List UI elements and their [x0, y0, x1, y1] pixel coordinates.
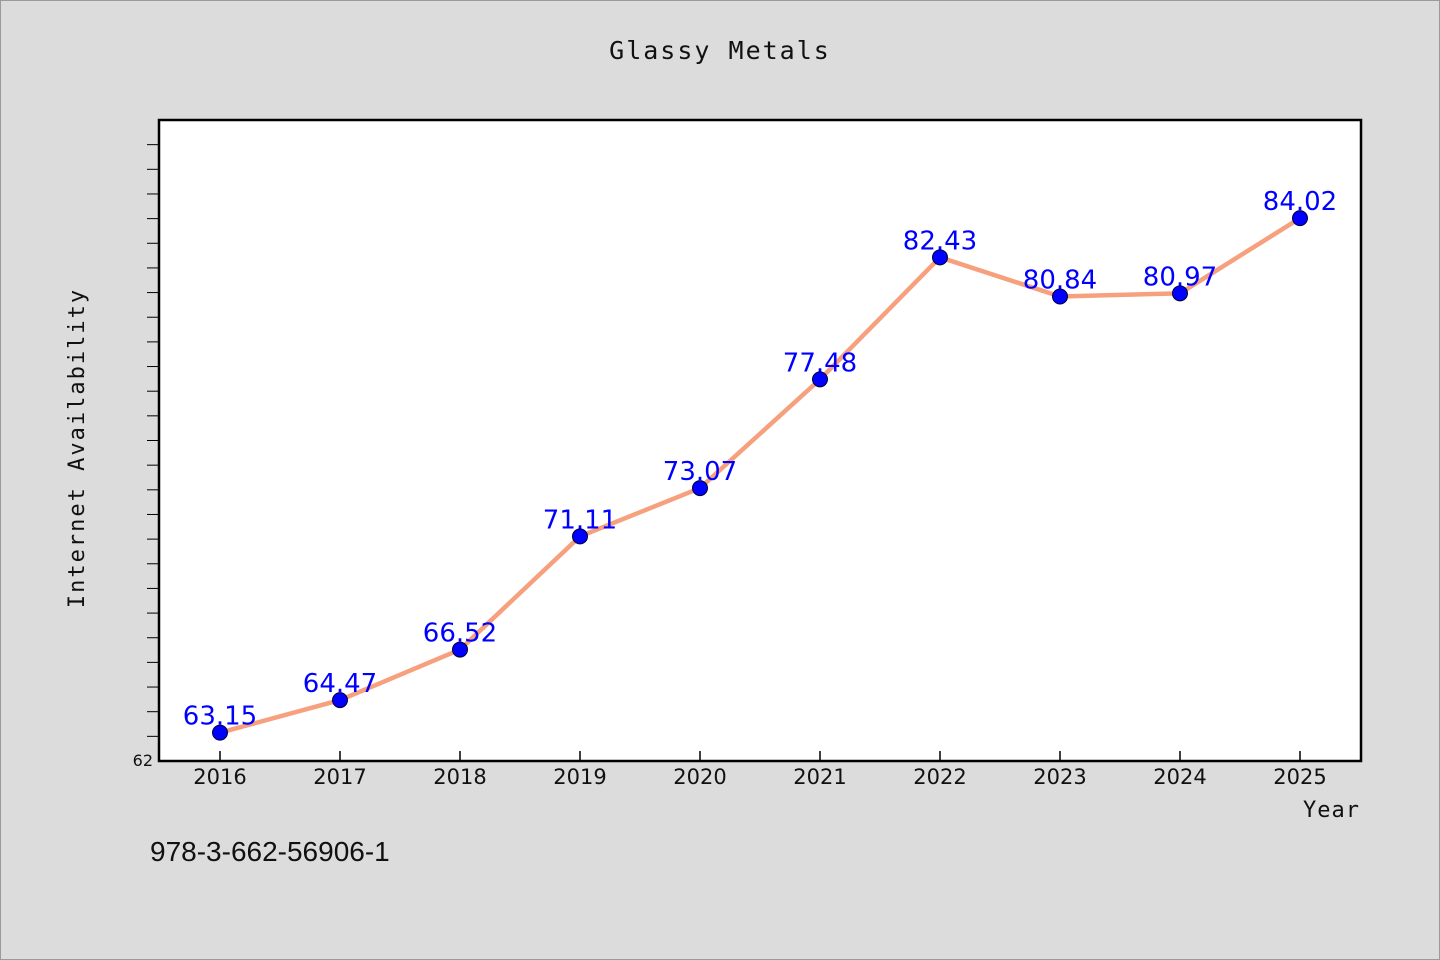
- x-axis-ticks: 2016 2017 2018 2019 2020 2021 2022 2023 2024 2025: [193, 751, 1327, 789]
- x-tick-label: 2022: [913, 765, 966, 789]
- data-label: 80.97: [1143, 262, 1217, 292]
- x-tick-label: 2021: [793, 765, 846, 789]
- data-label: 80.84: [1023, 266, 1097, 296]
- x-axis-label: Year: [1303, 798, 1360, 823]
- data-label: 77.48: [783, 348, 857, 378]
- x-tick-label: 2023: [1033, 765, 1086, 789]
- data-point: [572, 528, 588, 545]
- plot-area: [157, 118, 1363, 763]
- data-point: [932, 249, 948, 266]
- data-point: [812, 371, 828, 388]
- x-tick-label: 2024: [1153, 765, 1206, 789]
- data-label: 66.52: [423, 619, 497, 649]
- data-label: 73.07: [663, 457, 737, 487]
- y-axis-label: Internet Availability: [65, 288, 90, 608]
- data-label: 64.47: [303, 669, 377, 699]
- x-tick-label: 2016: [193, 765, 246, 789]
- y-axis-ticks: 62: [133, 144, 159, 770]
- footer-isbn: 978-3-662-56906-1: [150, 836, 390, 867]
- data-point: [212, 724, 228, 741]
- data-point: [452, 641, 468, 658]
- data-label: 84.02: [1263, 187, 1337, 217]
- data-point: [1052, 288, 1068, 305]
- x-tick-label: 2017: [313, 765, 366, 789]
- data-point: [1292, 210, 1308, 227]
- data-point: [332, 692, 348, 709]
- x-tick-label: 2020: [673, 765, 726, 789]
- data-point: [692, 480, 708, 497]
- x-tick-label: 2019: [553, 765, 606, 789]
- data-label: 82.43: [903, 226, 977, 256]
- series-group: 63.15 64.47 66.52 71.11 73.07 77.48 82.43 80.84…: [183, 187, 1337, 741]
- x-tick-label: 2018: [433, 765, 486, 789]
- data-label: 71.11: [543, 505, 617, 535]
- y-tick-label: 62: [133, 751, 153, 770]
- series-line: [217, 215, 1303, 735]
- chart-title: Glassy Metals: [609, 36, 831, 65]
- data-point: [1172, 285, 1188, 302]
- x-tick-label: 2025: [1273, 765, 1326, 789]
- data-label: 63.15: [183, 702, 257, 732]
